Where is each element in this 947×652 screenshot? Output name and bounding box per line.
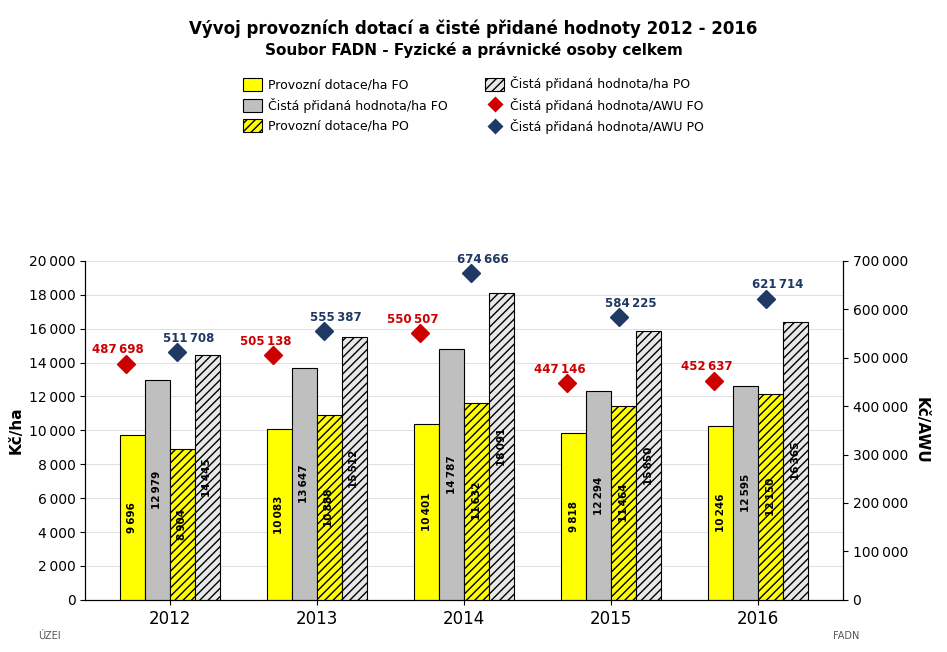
Text: 674 666: 674 666 — [457, 253, 509, 266]
Bar — [489, 293, 514, 600]
Text: 12 595: 12 595 — [741, 474, 751, 512]
Text: 11 464: 11 464 — [618, 483, 629, 522]
Text: 18 091: 18 091 — [496, 427, 507, 466]
Bar — [170, 449, 195, 600]
Bar — [145, 380, 170, 600]
Text: ÚZEI: ÚZEI — [38, 631, 61, 641]
Bar — [414, 424, 439, 600]
Text: 15 512: 15 512 — [349, 449, 360, 488]
Text: 14 787: 14 787 — [447, 455, 456, 494]
Bar — [317, 415, 342, 600]
Bar — [267, 429, 292, 600]
Y-axis label: Kč/ha: Kč/ha — [9, 406, 24, 454]
Bar — [342, 337, 366, 600]
Text: 8 904: 8 904 — [177, 509, 188, 540]
Text: 511 708: 511 708 — [163, 332, 215, 345]
Bar — [783, 323, 809, 600]
Bar — [119, 436, 145, 600]
Bar — [733, 387, 759, 600]
Bar — [562, 434, 586, 600]
Bar — [464, 403, 489, 600]
Text: 452 637: 452 637 — [681, 361, 733, 374]
Text: 555 387: 555 387 — [311, 310, 362, 323]
Text: 10 401: 10 401 — [421, 492, 432, 531]
Text: Soubor FADN - Fyzické a právnické osoby celkem: Soubor FADN - Fyzické a právnické osoby … — [264, 42, 683, 59]
Text: 15 850: 15 850 — [644, 447, 653, 484]
Text: FADN: FADN — [833, 631, 860, 641]
Bar — [292, 368, 317, 600]
Text: 10 888: 10 888 — [325, 488, 334, 527]
Text: 11 632: 11 632 — [472, 482, 481, 520]
Text: 584 225: 584 225 — [604, 297, 656, 310]
Text: 12 979: 12 979 — [152, 471, 162, 509]
Text: 12 294: 12 294 — [594, 477, 603, 515]
Bar — [708, 426, 733, 600]
Text: 16 365: 16 365 — [791, 442, 801, 481]
Text: 9 818: 9 818 — [568, 501, 579, 532]
Bar — [636, 331, 661, 600]
Text: 10 083: 10 083 — [275, 495, 284, 533]
Text: 505 138: 505 138 — [240, 335, 291, 348]
Bar — [195, 355, 220, 600]
Text: 10 246: 10 246 — [716, 494, 725, 532]
Text: 487 698: 487 698 — [92, 344, 144, 357]
Text: 13 647: 13 647 — [299, 465, 310, 503]
Text: 12 150: 12 150 — [766, 478, 776, 516]
Bar — [439, 349, 464, 600]
Text: 9 696: 9 696 — [127, 502, 137, 533]
Y-axis label: Kč/AWU: Kč/AWU — [914, 397, 929, 464]
Text: 14 445: 14 445 — [203, 458, 212, 497]
Bar — [759, 394, 783, 600]
Legend: Provozní dotace/ha FO, Čistá přidaná hodnota/ha FO, Provozní dotace/ha PO, Čistá: Provozní dotace/ha FO, Čistá přidaná hod… — [238, 72, 709, 139]
Text: 447 146: 447 146 — [534, 363, 585, 376]
Text: Vývoj provozních dotací a čisté přidané hodnoty 2012 - 2016: Vývoj provozních dotací a čisté přidané … — [189, 20, 758, 38]
Bar — [586, 391, 611, 600]
Text: 621 714: 621 714 — [752, 278, 803, 291]
Text: 550 507: 550 507 — [386, 313, 438, 326]
Bar — [611, 406, 636, 600]
